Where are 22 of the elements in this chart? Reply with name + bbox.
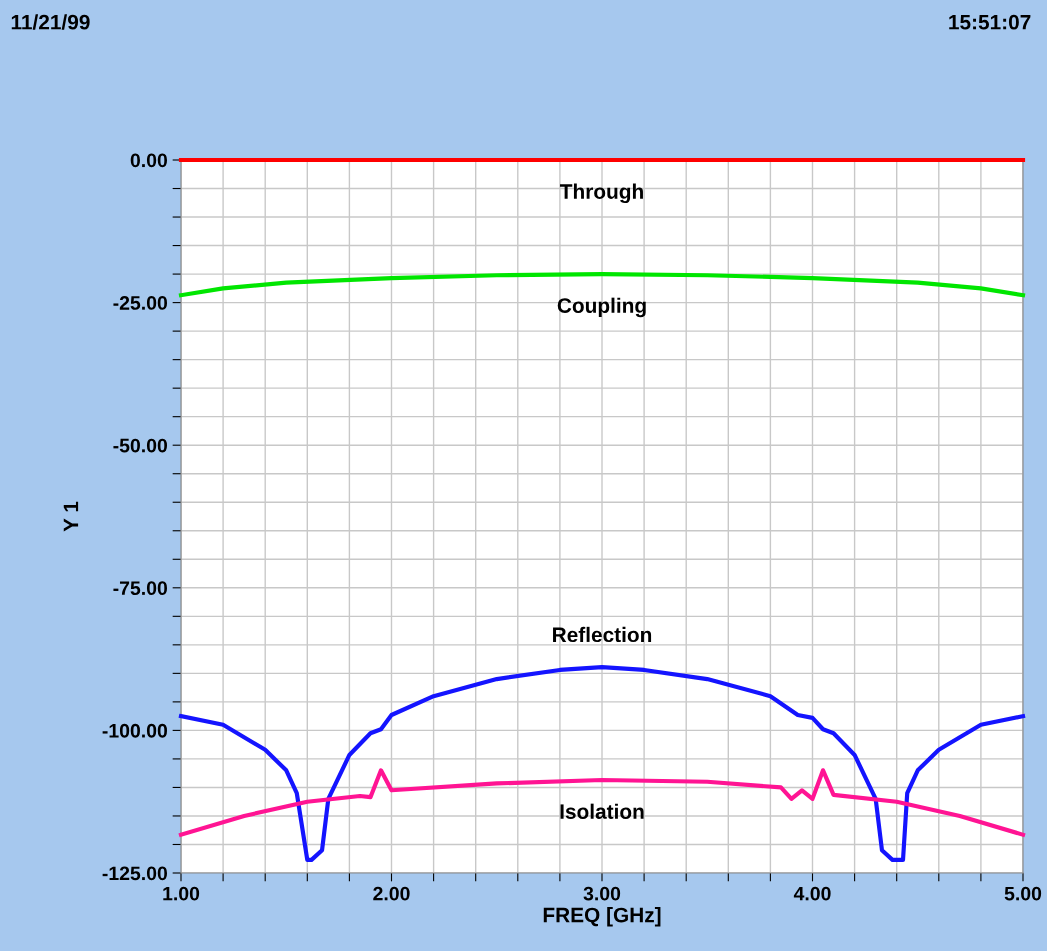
y-tick-label: -50.00 [113,438,168,453]
x-tick-label: 5.00 [1004,886,1042,901]
y-tick-label: 0.00 [130,153,168,168]
y-tick-label: -125.00 [102,866,168,881]
text: 15:51:07 [949,14,1031,30]
series-label: Coupling [557,297,646,318]
line-series [178,665,1026,862]
x-tick-label: 4.00 [793,886,831,901]
y-tick-label: -100.00 [102,723,168,738]
x-tick-label: 1.00 [163,886,200,901]
series-label: Reflection [553,626,652,643]
y-axis-title: Y 1 [63,501,79,532]
x-axis-title: FREQ [GHz] [543,907,661,927]
line-series [178,768,1026,837]
y-tick-label: -25.00 [113,296,168,310]
line-series [178,271,1026,298]
y-tick-label: -75.00 [113,581,168,596]
x-tick-label: 2.00 [373,886,410,901]
series-label: Isolation [560,803,644,819]
series-label: Through [560,183,643,204]
x-tick-label: 3.00 [583,886,621,901]
text: 11/21/99 [11,14,90,30]
